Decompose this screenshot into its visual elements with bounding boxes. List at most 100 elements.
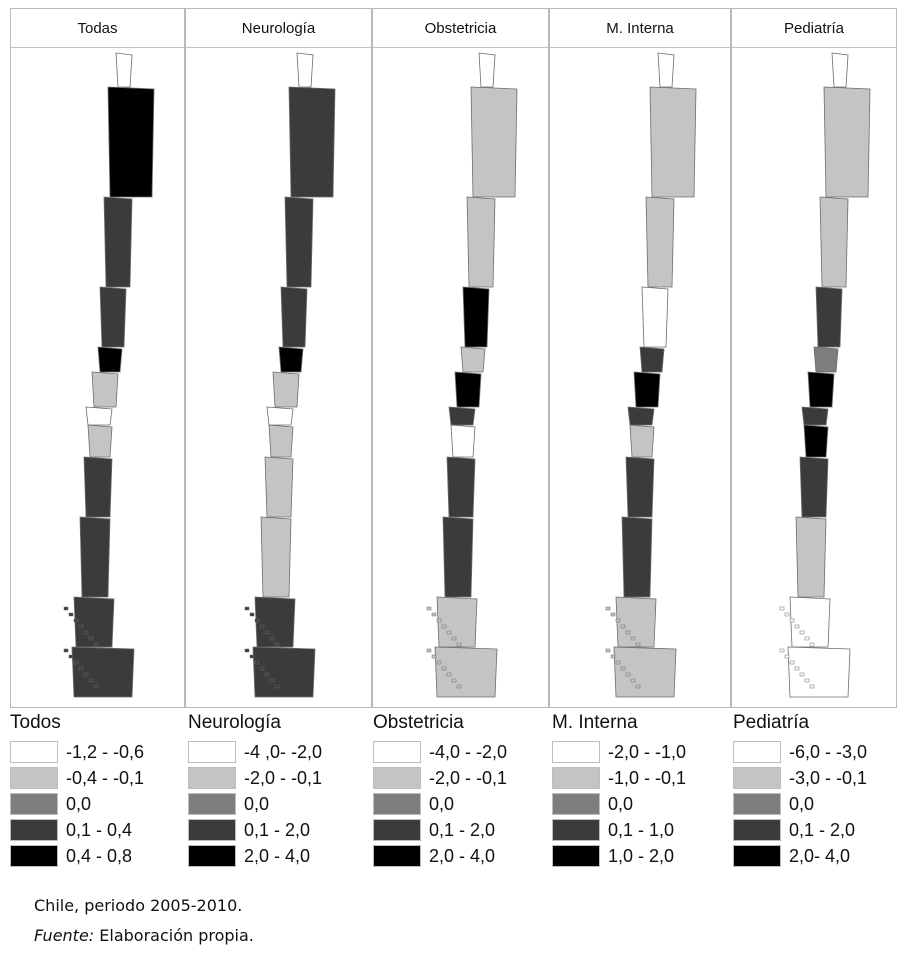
legend-row: 0,0 xyxy=(552,792,686,816)
legend-swatch xyxy=(733,767,781,789)
map-island xyxy=(794,624,800,629)
map-region-6 xyxy=(807,371,835,408)
map-island xyxy=(274,684,280,689)
map-island xyxy=(605,648,611,653)
map-region-12 xyxy=(787,646,851,698)
legend-row: -1,0 - -0,1 xyxy=(552,766,686,790)
map-region-10 xyxy=(79,516,111,598)
legend-row: -2,0 - -0,1 xyxy=(373,766,507,790)
map-region-2 xyxy=(823,86,871,198)
map-island xyxy=(73,660,79,665)
map-island xyxy=(610,612,616,617)
map-region-6 xyxy=(454,371,482,408)
map-island xyxy=(456,684,462,689)
map-island xyxy=(615,618,621,623)
map-island xyxy=(63,648,69,653)
legend-swatch xyxy=(733,845,781,867)
legend-swatch xyxy=(188,767,236,789)
map-island xyxy=(456,642,462,647)
legend-row: -4,0 - -2,0 xyxy=(373,740,507,764)
map-region-4 xyxy=(462,286,490,348)
legend-row: 0,1 - 1,0 xyxy=(552,818,686,842)
legend-swatch xyxy=(373,845,421,867)
map-region-8 xyxy=(87,424,113,458)
map-island xyxy=(784,654,790,659)
legend-row: -1,2 - -0,6 xyxy=(10,740,144,764)
map-island xyxy=(451,678,457,683)
legend-row: 0,0 xyxy=(373,792,507,816)
map-island xyxy=(804,636,810,641)
legend-swatch xyxy=(552,767,600,789)
legend-title: M. Interna xyxy=(552,712,638,733)
legend-title: Pediatría xyxy=(733,712,810,733)
map-island xyxy=(789,660,795,665)
map-region-3 xyxy=(466,196,496,288)
legend-swatch xyxy=(10,793,58,815)
map-island xyxy=(73,618,79,623)
legend-2: Neurología -4 ,0- -2,0 -2,0 - -0,1 0,0 0,1 -… xyxy=(188,712,322,870)
map-region-2 xyxy=(288,86,336,198)
legend-label: 2,0 - 4,0 xyxy=(429,845,496,866)
map-island xyxy=(615,660,621,665)
legend-label: 0,1 - 2,0 xyxy=(789,819,856,840)
map-island xyxy=(83,672,89,677)
legend-5: Pediatría -6,0 - -3,0 -3,0 - -0,1 0,0 0,1 - … xyxy=(733,712,867,870)
map-region-12 xyxy=(613,646,677,698)
legend-label: -4,0 - -2,0 xyxy=(429,741,508,762)
map-region-11 xyxy=(436,596,478,648)
legend-row: -2,0 - -1,0 xyxy=(552,740,686,764)
panel-title: Todas xyxy=(11,9,184,48)
legend-row: -0,4 - -0,1 xyxy=(10,766,144,790)
legend-row: -3,0 - -0,1 xyxy=(733,766,867,790)
map-island xyxy=(426,648,432,653)
map-island xyxy=(264,672,270,677)
map-island xyxy=(78,666,84,671)
map-region-12 xyxy=(71,646,135,698)
panel-title: M. Interna xyxy=(550,9,730,48)
map-island xyxy=(269,678,275,683)
legend-swatch xyxy=(188,819,236,841)
legend-label: -1,0 - -0,1 xyxy=(608,767,687,788)
map-island xyxy=(436,618,442,623)
map-region-4 xyxy=(99,286,127,348)
map-region-2 xyxy=(470,86,518,198)
map-region-10 xyxy=(621,516,653,598)
map-island xyxy=(809,684,815,689)
map-island xyxy=(83,630,89,635)
legend-row: 0,0 xyxy=(10,792,144,816)
legend-row: 1,0 - 2,0 xyxy=(552,844,686,868)
legend-label: 0,1 - 2,0 xyxy=(244,819,311,840)
map-region-5 xyxy=(460,346,486,373)
map-island xyxy=(605,606,611,611)
legend-row: -6,0 - -3,0 xyxy=(733,740,867,764)
map-region-3 xyxy=(284,196,314,288)
legend-label: -6,0 - -3,0 xyxy=(789,741,868,762)
map-panel-4: M. Interna xyxy=(549,8,731,708)
legend-title: Obstetricia xyxy=(373,712,464,733)
legend-row: 2,0 - 4,0 xyxy=(373,844,507,868)
map-island xyxy=(620,624,626,629)
map-region-1 xyxy=(296,52,314,88)
map-island xyxy=(635,684,641,689)
map-island xyxy=(269,636,275,641)
map-region-9 xyxy=(446,456,476,518)
map-region-9 xyxy=(264,456,294,518)
map-region-3 xyxy=(819,196,849,288)
legend-swatch xyxy=(733,819,781,841)
legend-4: M. Interna -2,0 - -1,0 -1,0 - -0,1 0,0 0,1 -… xyxy=(552,712,686,870)
map-island xyxy=(259,624,265,629)
map-island xyxy=(441,666,447,671)
legend-row: -4 ,0- -2,0 xyxy=(188,740,322,764)
legend-swatch xyxy=(373,819,421,841)
map-island xyxy=(78,624,84,629)
legend-swatch xyxy=(373,741,421,763)
map-island xyxy=(809,642,815,647)
legend-label: 0,1 - 2,0 xyxy=(429,819,496,840)
legend-swatch xyxy=(552,793,600,815)
legend-swatch xyxy=(10,767,58,789)
chile-choropleth-map xyxy=(244,52,336,698)
legend-swatch xyxy=(373,767,421,789)
legend-label: -2,0 - -1,0 xyxy=(608,741,687,762)
legend-swatch xyxy=(188,845,236,867)
legend-swatch xyxy=(552,845,600,867)
